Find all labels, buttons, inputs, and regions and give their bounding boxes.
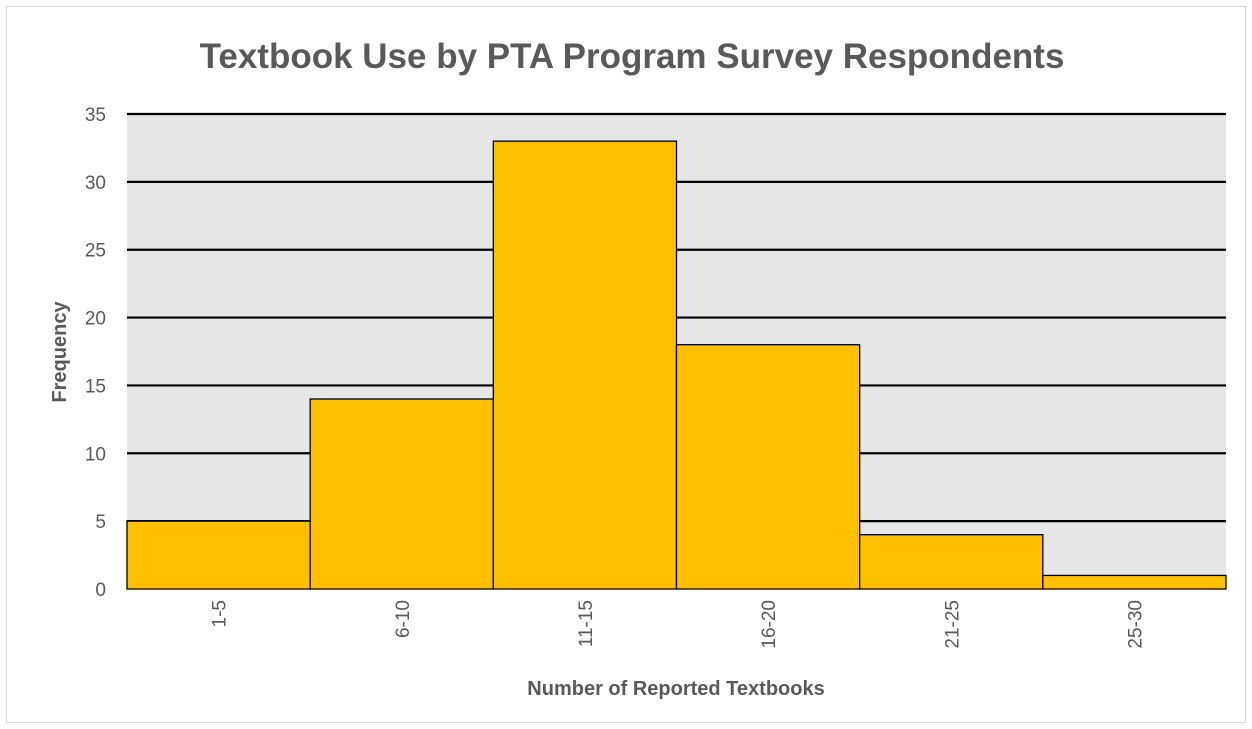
bar — [309, 398, 494, 590]
bar — [675, 344, 861, 590]
bar — [859, 534, 1044, 590]
y-tick-label: 25 — [85, 241, 106, 262]
bars — [126, 140, 1227, 590]
x-axis-title: Number of Reported Textbooks — [527, 678, 824, 700]
bar — [492, 140, 678, 590]
x-axis-ticks: 1-5 6-10 11-15 16-20 21-25 25-30 — [210, 600, 1147, 649]
bar — [1042, 574, 1227, 590]
y-tick-label: 30 — [85, 173, 106, 194]
chart-title: Textbook Use by PTA Program Survey Respo… — [200, 37, 1065, 76]
y-tick-label: 5 — [95, 512, 106, 533]
y-tick-label: 15 — [85, 376, 106, 397]
x-tick-label: 11-15 — [576, 600, 597, 647]
y-tick-label: 0 — [95, 580, 106, 601]
bar — [126, 520, 311, 590]
x-tick-label: 21-25 — [942, 600, 963, 649]
y-tick-label: 10 — [85, 444, 106, 465]
y-tick-label: 20 — [85, 309, 106, 330]
y-axis-ticks: 0 5 10 15 20 25 30 35 — [85, 105, 106, 601]
x-tick-label: 25-30 — [1125, 600, 1146, 649]
x-tick-label: 16-20 — [759, 600, 780, 649]
y-tick-label: 35 — [85, 105, 106, 126]
x-tick-label: 6-10 — [393, 600, 414, 638]
x-tick-label: 1-5 — [210, 600, 231, 627]
y-axis-title: Frequency — [49, 301, 71, 403]
